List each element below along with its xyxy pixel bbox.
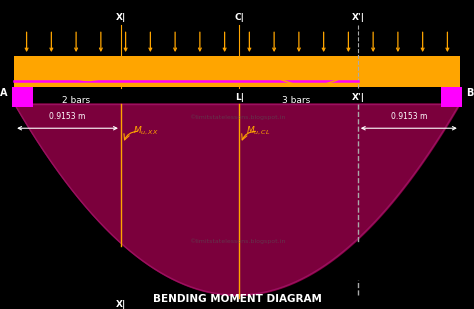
Text: 0.9153 m: 0.9153 m bbox=[49, 112, 86, 121]
Text: C|: C| bbox=[235, 13, 244, 22]
Text: $M_{u,XX}$: $M_{u,XX}$ bbox=[133, 125, 158, 138]
Text: 2 bars: 2 bars bbox=[62, 96, 90, 105]
Text: 0.9153 m: 0.9153 m bbox=[391, 112, 427, 121]
Text: 3 bars: 3 bars bbox=[282, 96, 310, 105]
Text: ©limitstatelessons.blogspot.in: ©limitstatelessons.blogspot.in bbox=[189, 115, 285, 120]
Bar bbox=[440, 87, 462, 107]
Text: B: B bbox=[466, 88, 474, 98]
Text: A: A bbox=[0, 88, 8, 98]
Text: L|: L| bbox=[235, 93, 244, 102]
Text: $M_{u,CL}$: $M_{u,CL}$ bbox=[246, 125, 271, 138]
Text: ©limitstatelessons.blogspot.in: ©limitstatelessons.blogspot.in bbox=[189, 238, 285, 244]
Bar bbox=[14, 56, 460, 87]
Text: X'|: X'| bbox=[351, 13, 365, 22]
Text: X'|: X'| bbox=[351, 93, 365, 102]
Text: X|: X| bbox=[116, 13, 126, 22]
Bar bbox=[12, 87, 33, 107]
Text: BENDING MOMENT DIAGRAM: BENDING MOMENT DIAGRAM bbox=[153, 294, 321, 304]
Text: X|: X| bbox=[116, 300, 126, 309]
